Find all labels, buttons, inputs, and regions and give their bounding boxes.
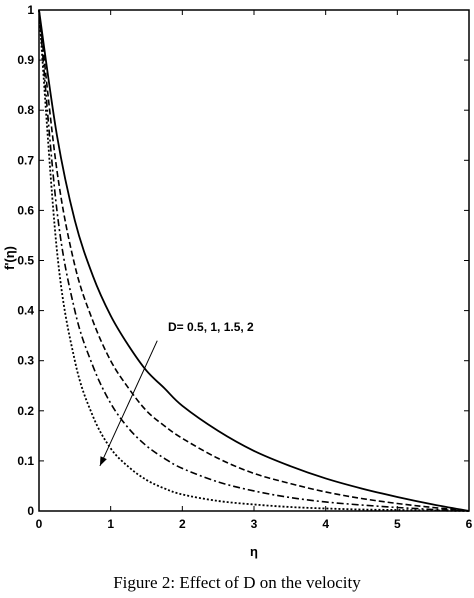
x-tick-label: 1 xyxy=(107,517,114,531)
y-axis-title: f'(η) xyxy=(2,246,17,270)
x-tick-label: 0 xyxy=(36,517,43,531)
x-axis-title: η xyxy=(250,544,258,559)
x-tick-label: 4 xyxy=(322,517,329,531)
y-tick-label: 0.1 xyxy=(17,454,34,468)
y-tick-label: 0 xyxy=(27,504,34,518)
y-tick-label: 0.3 xyxy=(17,354,34,368)
annotation-layer: D= 0.5, 1, 1.5, 2 xyxy=(99,320,254,467)
series-line-1 xyxy=(38,9,470,512)
series-line-2 xyxy=(38,9,470,512)
figure-caption: Figure 2: Effect of D on the velocity xyxy=(113,573,361,592)
annotation-arrow xyxy=(99,340,158,467)
y-tick-label: 0.9 xyxy=(17,53,34,67)
x-tick-label: 2 xyxy=(179,517,186,531)
ticks-layer: 0 1 2 3 4 5 6 0 0.1 0.2 0.3 0.4 0.5 0.6 0.7 0.8 0.9 1 xyxy=(17,3,472,531)
y-tick-label: 0.5 xyxy=(17,254,34,268)
x-tick-label: 6 xyxy=(466,517,473,531)
y-tick-label: 0.4 xyxy=(17,304,34,318)
y-tick-label: 0.2 xyxy=(17,404,34,418)
y-tick-label: 0.7 xyxy=(17,153,34,167)
y-tick-label: 0.8 xyxy=(17,103,34,117)
y-tick-label: 1 xyxy=(27,3,34,17)
y-tick-label: 0.6 xyxy=(17,203,34,217)
annotation-label: D= 0.5, 1, 1.5, 2 xyxy=(168,320,254,334)
series-layer xyxy=(38,9,470,512)
annotation-arrowhead xyxy=(99,456,107,466)
series-line-4 xyxy=(38,9,470,512)
x-tick-label: 5 xyxy=(394,517,401,531)
x-tick-label: 3 xyxy=(251,517,258,531)
